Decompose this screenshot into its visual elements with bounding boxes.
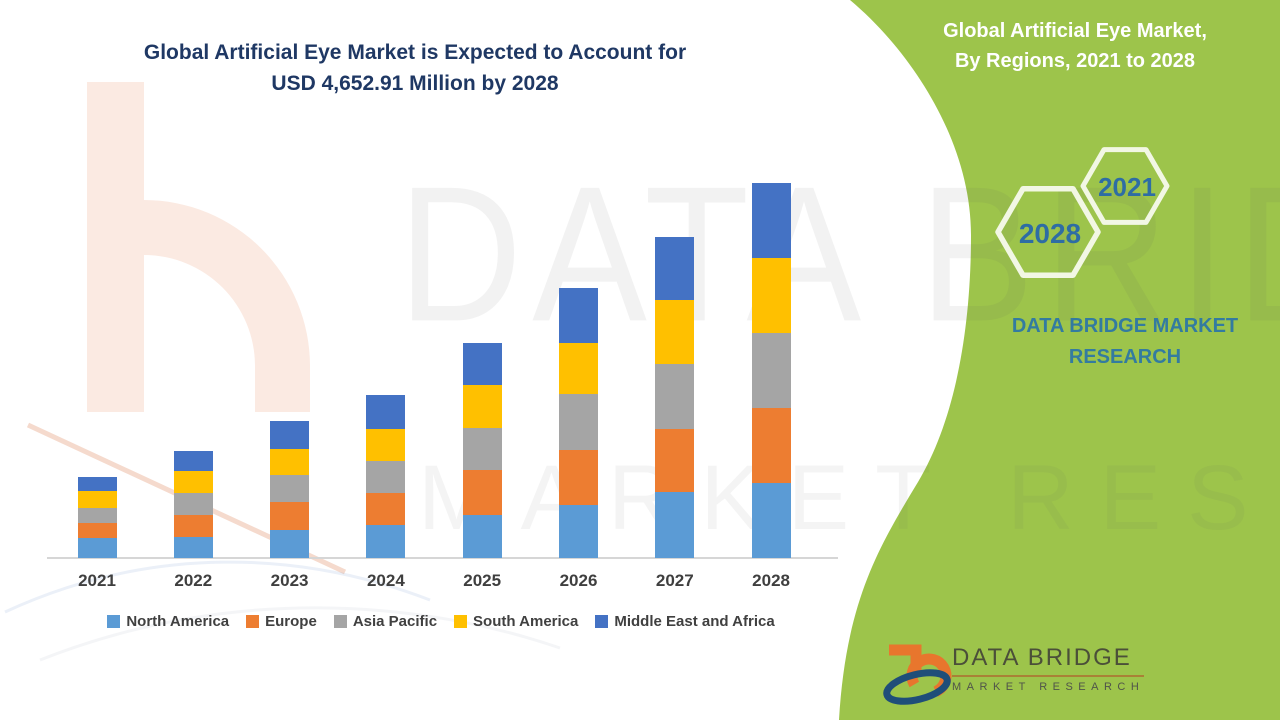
bar-segment-south-america-2027	[655, 300, 695, 364]
side-panel-heading-line1: Global Artificial Eye Market,	[943, 20, 1207, 42]
chart-title: Global Artificial Eye Market is Expected…	[15, 37, 815, 99]
x-axis-label-2022: 2022	[174, 571, 213, 590]
chart-legend: North America Europe Asia Pacific South Ame…	[38, 613, 844, 630]
stacked-bar-2028	[751, 183, 791, 558]
bar-segment-middle-east-and-africa-2021	[77, 476, 117, 491]
stacked-bar-2025	[462, 342, 502, 558]
bar-segment-asia-pacific-2026	[559, 394, 598, 450]
side-panel-heading: Global Artificial Eye Market, By Regions…	[905, 16, 1245, 76]
bar-segment-north-america-2024	[366, 524, 406, 558]
bar-segment-south-america-2022	[173, 471, 213, 494]
bar-segment-europe-2024	[366, 492, 406, 525]
legend-label-south-america: South America	[473, 613, 579, 630]
bar-segment-middle-east-and-africa-2023	[270, 421, 310, 449]
bar-segment-europe-2028	[751, 408, 791, 483]
bar-segment-europe-2025	[462, 469, 502, 515]
brand-caption-line1: DATA BRIDGE MARKET	[1011, 315, 1239, 337]
legend-item-europe: Europe	[246, 613, 317, 630]
stacked-bar-2021	[77, 476, 117, 558]
x-axis-label-2023: 2023	[270, 571, 309, 590]
bar-segment-north-america-2023	[270, 530, 310, 558]
x-axis-label-2027: 2027	[655, 571, 694, 590]
stacked-bar-2023	[270, 421, 310, 558]
bar-segment-middle-east-and-africa-2025	[462, 342, 502, 386]
x-axis-label-2025: 2025	[463, 571, 502, 590]
brand-caption-line2: RESEARCH	[1068, 346, 1182, 368]
legend-swatch-asia-pacific	[333, 615, 347, 628]
bar-segment-north-america-2028	[751, 483, 791, 558]
legend-item-south-america: South America	[454, 613, 578, 630]
brand-caption: DATA BRIDGE MARKET RESEARCH	[1000, 311, 1250, 373]
footer-brand-name: DATA BRIDGE	[952, 644, 1145, 677]
stacked-bar-2024	[366, 394, 406, 558]
bar-segment-south-america-2025	[462, 385, 502, 428]
bar-segment-south-america-2024	[366, 428, 406, 461]
legend-swatch-north-america	[107, 615, 121, 628]
bar-segment-europe-2026	[559, 449, 598, 505]
legend-swatch-europe	[246, 615, 260, 628]
bar-segment-north-america-2022	[173, 537, 213, 558]
bar-segment-middle-east-and-africa-2024	[366, 394, 406, 429]
chart-title-line2: USD 4,652.91 Million by 2028	[271, 72, 559, 95]
bar-segment-asia-pacific-2022	[173, 493, 213, 516]
x-axis-line	[47, 557, 838, 559]
bar-segment-middle-east-and-africa-2027	[655, 236, 695, 301]
bar-segment-asia-pacific-2028	[751, 333, 791, 408]
bar-segment-asia-pacific-2027	[655, 363, 695, 429]
bar-segment-north-america-2025	[462, 514, 502, 558]
x-axis-label-2024: 2024	[366, 571, 405, 590]
footer-brand: DATA BRIDGE MARKET RESEARCH	[952, 644, 1145, 693]
bar-segment-south-america-2021	[77, 490, 117, 509]
footer-brand-tagline: MARKET RESEARCH	[952, 681, 1145, 693]
legend-item-middle-east-and-africa: Middle East and Africa	[595, 613, 775, 630]
stacked-bar-2022	[173, 451, 213, 558]
legend-label-europe: Europe	[265, 613, 317, 630]
legend-swatch-middle-east-and-africa	[595, 615, 609, 628]
bar-segment-north-america-2026	[559, 504, 598, 558]
bar-segment-europe-2022	[173, 515, 213, 538]
stacked-bar-2026	[559, 288, 598, 558]
legend-item-asia-pacific: Asia Pacific	[333, 613, 438, 630]
legend-label-asia-pacific: Asia Pacific	[352, 613, 438, 630]
bar-segment-europe-2023	[270, 502, 310, 531]
bar-segment-south-america-2028	[751, 258, 791, 333]
bar-segment-south-america-2026	[559, 342, 598, 395]
bar-segment-north-america-2027	[655, 491, 695, 558]
bar-segment-middle-east-and-africa-2028	[751, 183, 791, 258]
bar-segment-europe-2021	[77, 523, 117, 539]
bar-segment-europe-2027	[655, 428, 695, 492]
x-axis-label-2021: 2021	[78, 571, 116, 590]
legend-label-middle-east-and-africa: Middle East and Africa	[614, 613, 775, 630]
bar-segment-asia-pacific-2025	[462, 427, 502, 470]
bar-segment-asia-pacific-2021	[77, 508, 117, 524]
chart-title-line1: Global Artificial Eye Market is Expected…	[143, 41, 687, 64]
x-axis-label-2026: 2026	[559, 571, 598, 590]
x-axis-label-2028: 2028	[752, 571, 790, 590]
bar-segment-middle-east-and-africa-2022	[173, 451, 213, 472]
stacked-bar-2027	[655, 236, 695, 558]
bar-segment-south-america-2023	[270, 448, 310, 475]
bar-segment-middle-east-and-africa-2026	[559, 288, 598, 343]
side-panel-heading-line2: By Regions, 2021 to 2028	[954, 50, 1196, 72]
bar-segment-asia-pacific-2023	[270, 474, 310, 503]
legend-swatch-south-america	[454, 615, 468, 628]
bar-segment-asia-pacific-2024	[366, 460, 406, 493]
legend-item-north-america: North America	[107, 613, 229, 630]
bar-segment-north-america-2021	[77, 538, 117, 558]
legend-label-north-america: North America	[126, 613, 230, 630]
